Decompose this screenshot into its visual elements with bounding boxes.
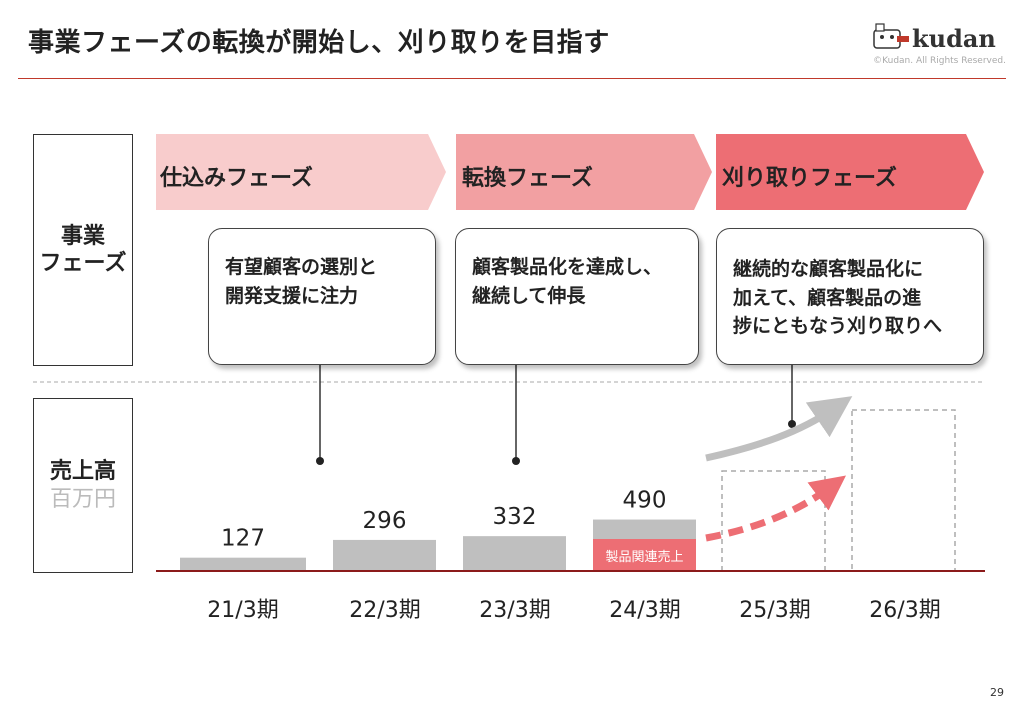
phase-callout-3: 継続的な顧客製品化に 加えて、顧客製品の進 捗にともなう刈り取りへ — [716, 228, 984, 365]
category-label-24-3: 24/3期 — [609, 598, 681, 623]
revenue-unit-label: 百万円 — [49, 486, 116, 512]
phase-arrow-3 — [716, 134, 984, 210]
phase-label-3: 刈り取りフェーズ — [722, 166, 897, 191]
growth-arrow-red — [705, 475, 847, 542]
value-label-23-3: 332 — [493, 504, 537, 530]
callout-connector-dot-1 — [316, 457, 324, 465]
page-number: 29 — [990, 686, 1004, 699]
category-label-25-3: 25/3期 — [739, 598, 811, 623]
category-label-23-3: 23/3期 — [479, 598, 551, 623]
phase-arrow-2 — [456, 134, 712, 210]
row-label-line-2: フェーズ — [39, 251, 127, 276]
revenue-bar-22-3 — [333, 539, 436, 571]
revenue-row-label: 売上高 百万円 — [33, 398, 133, 573]
phase-label-1: 仕込みフェーズ — [160, 166, 313, 191]
callout-3-line-2: 加えて、顧客製品の進 — [733, 286, 922, 309]
kudan-logo-icon — [873, 23, 909, 49]
callout-connector-dot-3 — [788, 420, 796, 428]
row-label-line-1: 事業 — [60, 223, 105, 249]
value-label-24-3: 490 — [623, 488, 667, 514]
revenue-bar-21-3 — [180, 557, 306, 571]
callout-1-line-2: 開発支援に注力 — [225, 285, 359, 308]
callout-3-line-3: 捗にともなう刈り取りへ — [733, 315, 943, 337]
callout-2-line-2: 継続して伸長 — [472, 285, 586, 308]
phase-arrow-1 — [156, 134, 446, 210]
copyright-text: ©Kudan. All Rights Reserved. — [873, 56, 1006, 66]
page-title: 事業フェーズの転換が開始し、刈り取りを目指す — [28, 28, 610, 58]
category-label-21-3: 21/3期 — [207, 598, 279, 623]
category-label-22-3: 22/3期 — [349, 598, 421, 623]
revenue-label: 売上高 — [49, 459, 116, 484]
logo-text: kudan — [912, 24, 996, 53]
growth-arrow-gray — [705, 396, 853, 462]
phase-label-2: 転換フェーズ — [462, 166, 593, 191]
business-phase-row-label: 事業 フェーズ — [33, 134, 133, 366]
callout-connector-dot-2 — [512, 457, 520, 465]
phase-callout-1: 有望顧客の選別と 開発支援に注力 — [208, 228, 436, 365]
product-revenue-segment — [593, 539, 696, 571]
value-label-21-3: 127 — [221, 526, 265, 552]
title-underline — [18, 78, 1006, 79]
forecast-box-26-3 — [851, 409, 956, 572]
callout-3-line-1: 継続的な顧客製品化に — [733, 258, 924, 280]
revenue-bar-23-3 — [463, 536, 566, 571]
callout-1-line-1: 有望顧客の選別と — [225, 256, 378, 278]
category-label-26-3: 26/3期 — [869, 598, 941, 623]
value-label-22-3: 296 — [363, 508, 407, 534]
phase-callout-2: 顧客製品化を達成し、 継続して伸長 — [455, 228, 699, 365]
callout-2-line-1: 顧客製品化を達成し、 — [472, 256, 663, 278]
product-revenue-label: 製品関連売上 — [605, 549, 683, 565]
